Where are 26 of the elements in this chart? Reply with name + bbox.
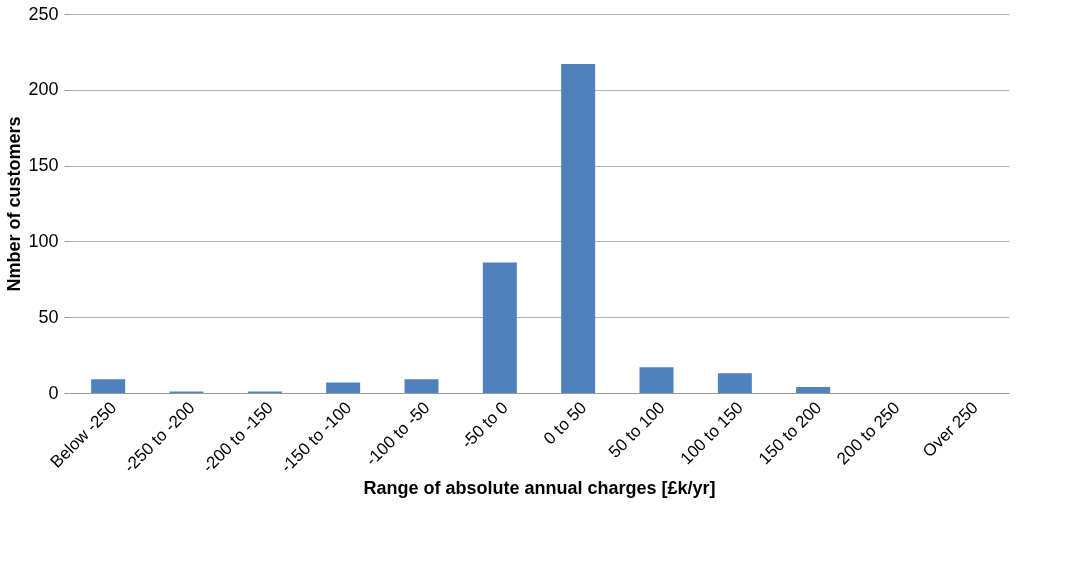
x-tick-label: 200 to 250 (833, 398, 904, 469)
x-tick-label: -250 to -200 (120, 398, 199, 477)
x-tick-label: -150 to -100 (276, 398, 356, 477)
y-tick-label: 0 (48, 382, 59, 403)
x-tick-label: -200 to -150 (198, 398, 277, 477)
y-tick-label: 150 (28, 155, 59, 176)
bar (639, 367, 674, 393)
bar (796, 386, 831, 393)
x-tick-label: 0 to 50 (539, 398, 591, 449)
bar (404, 379, 439, 393)
x-tick-label: -50 to 0 (457, 398, 512, 453)
y-tick-label: 250 (28, 3, 59, 24)
x-tick-label: -100 to -50 (361, 398, 434, 470)
y-tick-label: 100 (28, 230, 59, 251)
bar (326, 382, 361, 393)
bar (91, 379, 126, 393)
bar (482, 262, 517, 393)
y-tick-label: 50 (38, 306, 59, 327)
y-tick-label: 200 (28, 79, 59, 100)
x-axis-title: Range of absolute annual charges [£k/yr] (363, 477, 716, 498)
x-tick-label: 100 to 150 (676, 398, 747, 469)
x-tick-label: 50 to 100 (604, 398, 669, 462)
bar (717, 373, 752, 393)
y-axis-title: Nmber of customers (4, 116, 25, 292)
bar (561, 64, 596, 393)
x-tick-label: 150 to 200 (754, 398, 826, 469)
